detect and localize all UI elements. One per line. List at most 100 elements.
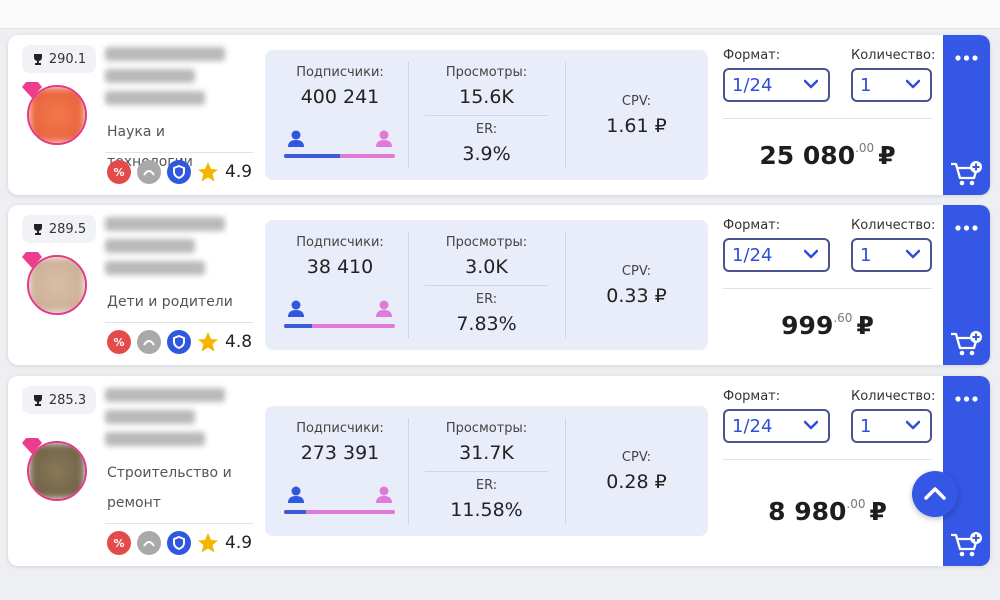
views-value: 31.7K [459, 442, 514, 464]
badges-row: % 4.9 [107, 531, 252, 555]
format-select[interactable]: 1/24 [723, 238, 830, 272]
add-to-cart-button [951, 331, 982, 356]
star-icon [198, 332, 218, 352]
discount-badge: % [107, 531, 131, 555]
partner-icon [143, 340, 155, 346]
views-value: 3.0K [465, 256, 508, 278]
avatar-image [29, 87, 85, 143]
partner-badge [137, 531, 161, 555]
quantity-select[interactable]: 1 [851, 238, 932, 272]
chevron-icon [804, 79, 818, 89]
action-column [943, 376, 990, 566]
column-divider [408, 62, 409, 168]
format-value: 1/24 [732, 74, 773, 96]
subscribers-value: 38 410 [306, 256, 374, 278]
female-icon [376, 130, 392, 147]
male-share-bar [284, 154, 340, 158]
discount-badge: % [107, 160, 131, 184]
price-main: 25 080 [759, 140, 856, 170]
quantity-label: Количество: [851, 389, 936, 404]
er-value: 3.9% [462, 143, 511, 165]
gender-bar [284, 510, 395, 514]
verified-badge [167, 531, 191, 555]
quantity-label: Количество: [851, 218, 936, 233]
subscribers-label: Подписчики: [296, 421, 384, 436]
quantity-select[interactable]: 1 [851, 409, 932, 443]
diamond-icon [22, 252, 42, 268]
blur-line [105, 69, 195, 83]
channel-card: 285.3 Строительство и ремонт% 4.9 Подписчик… [8, 376, 990, 566]
rating: 4.8 [225, 332, 253, 352]
female-icon [376, 300, 392, 317]
quantity-label: Количество: [851, 48, 936, 63]
subscribers-label: Подписчики: [296, 65, 384, 80]
price-cents: .00 [855, 140, 875, 155]
partner-badge [137, 330, 161, 354]
more-button [955, 55, 978, 61]
top-bar [0, 0, 1000, 29]
male-icon [288, 130, 304, 147]
format-value: 1/24 [732, 415, 773, 437]
shield-icon [173, 536, 185, 550]
chevron-icon [804, 420, 818, 430]
trophy-icon [33, 224, 42, 235]
avatar-image [29, 257, 85, 313]
cpv-value: 0.28 ₽ [606, 471, 667, 493]
category: Дети и родители [107, 294, 233, 310]
stats-panel: Подписчики: 400 241 Просмотры: 15.6K ER: 3.9%… [265, 50, 708, 180]
partner-badge [137, 160, 161, 184]
chevron-icon [906, 79, 920, 89]
quantity-value: 1 [860, 244, 872, 266]
column-divider [408, 418, 409, 524]
star-icon [198, 162, 218, 182]
channel-card: 289.5 Дети и родители% 4.8 Подписчики: 38 41… [8, 205, 990, 365]
row-divider [425, 471, 548, 472]
price: 999.60 ₽ [723, 311, 932, 340]
rank-badge: 290.1 [22, 45, 96, 73]
views-label: Просмотры: [445, 65, 528, 80]
action-column [943, 35, 990, 195]
diamond-icon [22, 82, 42, 98]
channel-name-blurred [105, 217, 245, 283]
avatar-image [29, 443, 85, 499]
add-to-cart-button [951, 532, 982, 557]
divider [723, 459, 932, 460]
quantity-value: 1 [860, 74, 872, 96]
avatar [27, 441, 87, 501]
er-label: ER: [475, 292, 498, 307]
price-currency: ₽ [856, 310, 874, 340]
format-value: 1/24 [732, 244, 773, 266]
subscribers-label: Подписчики: [296, 235, 384, 250]
blur-line [105, 410, 195, 424]
male-share-bar [284, 324, 312, 328]
cpv-label: CPV: [621, 94, 652, 109]
quantity-select[interactable]: 1 [851, 68, 932, 102]
er-value: 7.83% [456, 313, 517, 335]
format-select[interactable]: 1/24 [723, 68, 830, 102]
blur-line [105, 388, 225, 402]
blur-line [105, 47, 225, 61]
avatar [27, 255, 87, 315]
add-to-cart-button [951, 161, 982, 186]
avatar [27, 85, 87, 145]
stats-panel: Подписчики: 38 410 Просмотры: 3.0K ER: 7.83% C… [265, 220, 708, 350]
partner-icon [143, 541, 155, 547]
scroll-up-button[interactable] [912, 471, 958, 517]
er-label: ER: [475, 478, 498, 493]
er-label: ER: [475, 122, 498, 137]
gender-bar [284, 324, 395, 328]
stats-panel: Подписчики: 273 391 Просмотры: 31.7K ER: 11.5… [265, 406, 708, 536]
trophy-icon [33, 395, 42, 406]
row-divider [425, 115, 548, 116]
gender-bar [284, 154, 395, 158]
price-cents: .60 [833, 310, 853, 325]
price-cents: .00 [846, 496, 866, 511]
column-divider [565, 232, 566, 338]
format-label: Формат: [723, 389, 781, 404]
rating: 4.9 [225, 533, 253, 553]
format-label: Формат: [723, 218, 781, 233]
chevron-icon [804, 249, 818, 259]
format-select[interactable]: 1/24 [723, 409, 830, 443]
